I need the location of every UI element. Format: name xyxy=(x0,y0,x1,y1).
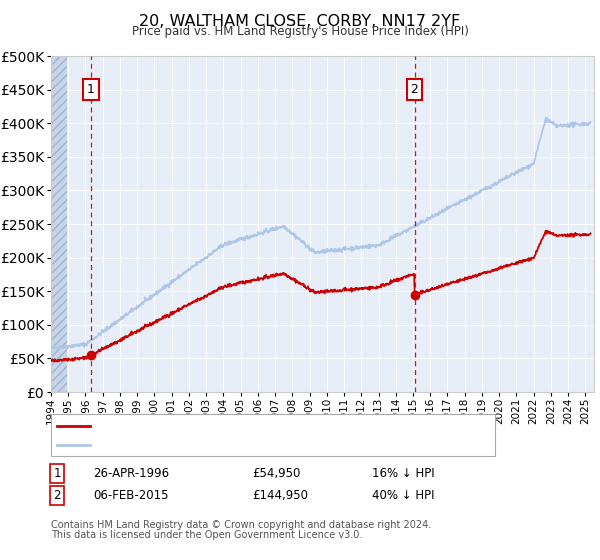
Text: 26-APR-1996: 26-APR-1996 xyxy=(93,466,169,480)
Text: £144,950: £144,950 xyxy=(252,489,308,502)
Text: Price paid vs. HM Land Registry's House Price Index (HPI): Price paid vs. HM Land Registry's House … xyxy=(131,25,469,38)
Text: 2: 2 xyxy=(53,489,61,502)
Text: 1: 1 xyxy=(87,83,95,96)
Text: 20, WALTHAM CLOSE, CORBY, NN17 2YF (detached house): 20, WALTHAM CLOSE, CORBY, NN17 2YF (deta… xyxy=(96,421,421,431)
Text: 40% ↓ HPI: 40% ↓ HPI xyxy=(372,489,434,502)
Text: £54,950: £54,950 xyxy=(252,466,301,480)
Text: 2: 2 xyxy=(410,83,418,96)
Text: HPI: Average price, detached house, North Northamptonshire: HPI: Average price, detached house, Nort… xyxy=(96,440,439,450)
Text: Contains HM Land Registry data © Crown copyright and database right 2024.: Contains HM Land Registry data © Crown c… xyxy=(51,520,431,530)
Text: 06-FEB-2015: 06-FEB-2015 xyxy=(93,489,169,502)
Text: 16% ↓ HPI: 16% ↓ HPI xyxy=(372,466,434,480)
Text: 1: 1 xyxy=(53,466,61,480)
Text: This data is licensed under the Open Government Licence v3.0.: This data is licensed under the Open Gov… xyxy=(51,530,362,540)
Text: 20, WALTHAM CLOSE, CORBY, NN17 2YF: 20, WALTHAM CLOSE, CORBY, NN17 2YF xyxy=(139,14,461,29)
